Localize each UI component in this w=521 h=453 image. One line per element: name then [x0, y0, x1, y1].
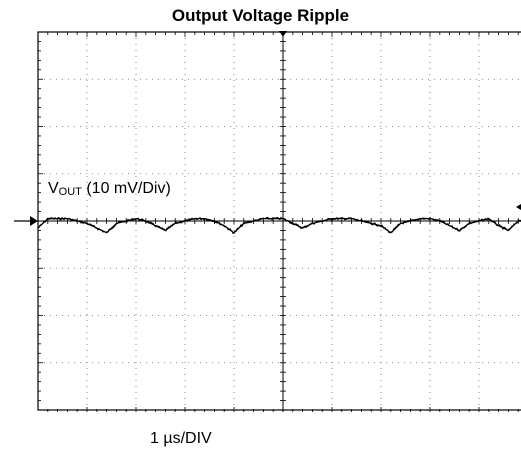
channel-label-sub: OUT	[58, 186, 82, 198]
trigger-marker	[279, 31, 287, 37]
ground-reference-arrow	[30, 216, 38, 226]
channel-label-main: V	[48, 180, 59, 197]
channel-label: VOUT (10 mV/Div)	[48, 180, 171, 198]
trigger-level-marker	[516, 204, 521, 210]
chart-title: Output Voltage Ripple	[171, 6, 350, 25]
ripple-trace-noise	[37, 216, 521, 234]
x-scale-label: 1 µs/DIV	[150, 430, 212, 447]
channel-label-scale: (10 mV/Div)	[81, 180, 171, 197]
